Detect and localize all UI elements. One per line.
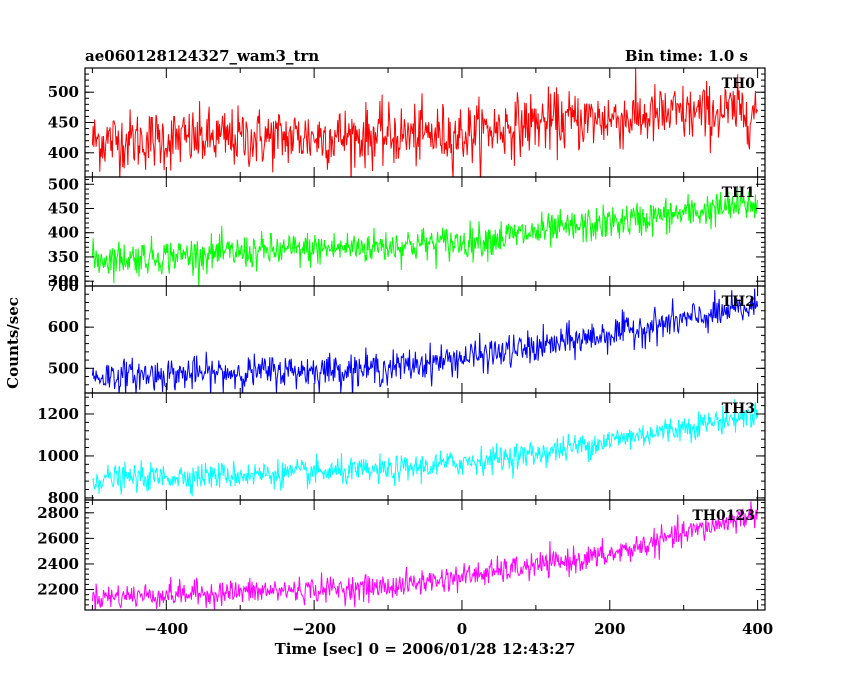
panel-th0123: 2200 2400 2600 2800 TH0123 — [37, 499, 766, 611]
panel-label: TH1 — [722, 185, 755, 201]
series-line-th0123 — [91, 501, 759, 610]
y-tick-label: 400 — [48, 144, 79, 162]
y-tick-label: 450 — [48, 114, 79, 132]
x-axis-label: Time [sec] 0 = 2006/01/28 12:43:27 — [275, 640, 576, 658]
y-tick-label: 2200 — [37, 581, 79, 599]
panel-label: TH3 — [722, 401, 755, 417]
series-line-th2 — [91, 288, 759, 393]
panels-group: 400 450 500 TH0 300 350 400 450 500 TH1 500 600 700 T… — [37, 67, 773, 638]
y-tick-label: 350 — [48, 248, 79, 266]
y-tick-label: 2800 — [37, 504, 79, 522]
y-tick-label: 500 — [48, 83, 79, 101]
y-tick-label: 2600 — [37, 529, 79, 547]
panel-label: TH2 — [722, 294, 755, 310]
series-line-th0 — [91, 68, 759, 177]
panel-th2: 500 600 700 TH2 — [48, 277, 766, 394]
x-tick-label: 200 — [594, 620, 625, 638]
x-tick-label: −400 — [144, 620, 188, 638]
y-tick-label: 1200 — [37, 405, 79, 423]
panel-frame — [84, 67, 766, 178]
y-tick-label: 300 — [48, 272, 79, 290]
x-tick-label: 0 — [457, 620, 467, 638]
y-tick-label: 500 — [48, 175, 79, 193]
x-tick-label: 400 — [742, 620, 773, 638]
series-line-th1 — [91, 186, 759, 286]
y-tick-label: 450 — [48, 199, 79, 217]
y-tick-label: 500 — [48, 359, 79, 377]
x-tick-label: −200 — [292, 620, 336, 638]
panel-th3: 800 1000 1200 TH3 — [37, 392, 766, 507]
y-tick-label: 2400 — [37, 555, 79, 573]
panel-frame — [84, 499, 766, 611]
bin-time-label: Bin time: 1.0 s — [625, 47, 748, 65]
series-line-th3 — [92, 399, 759, 497]
panel-frame — [84, 176, 766, 287]
panel-th0: 400 450 500 TH0 — [48, 67, 766, 178]
panel-th1: 300 350 400 450 500 TH1 — [48, 175, 766, 290]
panel-label: TH0 — [722, 76, 756, 92]
panel-label: TH0123 — [692, 508, 755, 524]
y-tick-label: 700 — [48, 277, 79, 295]
y-axis-label: Counts/sec — [4, 297, 22, 389]
y-tick-label: 400 — [48, 224, 79, 242]
y-tick-label: 800 — [48, 489, 79, 507]
y-tick-label: 1000 — [37, 447, 79, 465]
figure-title: ae060128124327_wam3_trn — [85, 47, 319, 65]
y-tick-label: 600 — [48, 318, 79, 336]
